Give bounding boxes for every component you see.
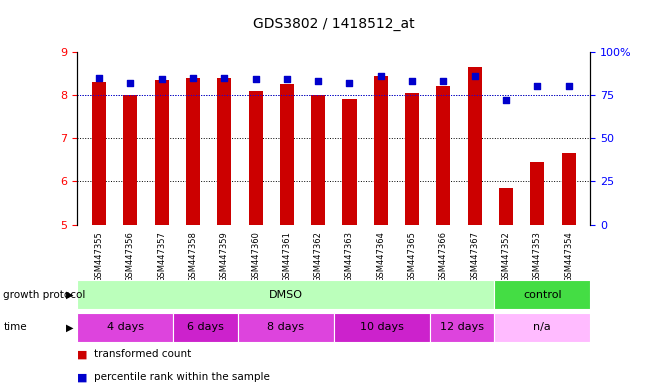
Bar (123, 95, 138, 225)
Point (563, 83, 574, 89)
Point (532, 83, 543, 89)
Bar (495, 313, 590, 342)
Point (188, 74, 199, 81)
Text: 10 days: 10 days (360, 322, 404, 333)
Bar (77, 280, 495, 309)
Bar (342, 99, 356, 225)
Point (219, 74, 229, 81)
Text: 8 days: 8 days (267, 322, 304, 333)
Text: ■: ■ (77, 372, 88, 382)
Point (250, 76, 261, 83)
Bar (280, 84, 294, 225)
Text: ■: ■ (77, 349, 88, 359)
Point (469, 73, 480, 79)
Point (313, 78, 323, 84)
Bar (154, 80, 168, 225)
Text: ▶: ▶ (66, 322, 74, 333)
Bar (374, 76, 388, 225)
Bar (495, 280, 590, 309)
Bar (173, 313, 238, 342)
Bar (238, 313, 334, 342)
Text: time: time (3, 322, 27, 333)
Text: control: control (523, 290, 562, 300)
Point (407, 78, 417, 84)
Point (344, 80, 355, 86)
Text: 4 days: 4 days (107, 322, 144, 333)
Bar (217, 78, 231, 225)
Text: transformed count: transformed count (94, 349, 191, 359)
Bar (562, 153, 576, 225)
Point (438, 78, 449, 84)
Point (125, 80, 136, 86)
Bar (468, 67, 482, 225)
Bar (334, 313, 430, 342)
Bar (499, 188, 513, 225)
Bar (436, 86, 450, 225)
Text: 12 days: 12 days (440, 322, 484, 333)
Bar (186, 78, 200, 225)
Point (375, 73, 386, 79)
Point (501, 97, 511, 103)
Text: percentile rank within the sample: percentile rank within the sample (94, 372, 270, 382)
Text: GDS3802 / 1418512_at: GDS3802 / 1418512_at (253, 17, 415, 31)
Point (156, 76, 167, 83)
Text: 6 days: 6 days (187, 322, 224, 333)
Bar (430, 313, 495, 342)
Bar (77, 313, 173, 342)
Point (282, 76, 293, 83)
Bar (311, 95, 325, 225)
Text: growth protocol: growth protocol (3, 290, 86, 300)
Point (94, 74, 105, 81)
Bar (405, 93, 419, 225)
Bar (92, 82, 106, 225)
Text: n/a: n/a (533, 322, 552, 333)
Text: ▶: ▶ (66, 290, 74, 300)
Bar (248, 91, 262, 225)
Bar (530, 162, 544, 225)
Text: DMSO: DMSO (268, 290, 303, 300)
